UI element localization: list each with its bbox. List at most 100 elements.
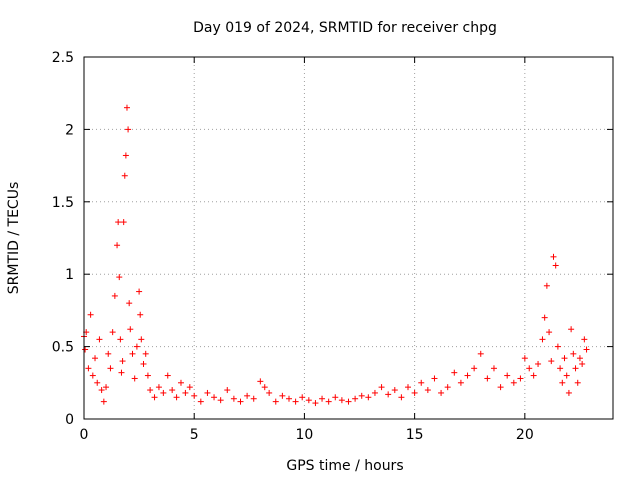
data-point (137, 311, 144, 318)
data-point (257, 378, 264, 385)
data-point (398, 394, 405, 401)
data-point (122, 152, 129, 159)
data-point (127, 326, 134, 333)
data-point (391, 387, 398, 394)
data-point (418, 379, 425, 386)
data-point (98, 387, 105, 394)
data-point (378, 384, 385, 391)
data-point (464, 372, 471, 379)
data-point (272, 398, 279, 405)
data-point (131, 375, 138, 382)
data-point (138, 336, 145, 343)
data-point (177, 379, 184, 386)
data-point (96, 336, 103, 343)
data-point (299, 394, 306, 401)
data-point (142, 350, 149, 357)
data-point (541, 314, 548, 321)
data-point (424, 387, 431, 394)
data-point (338, 397, 345, 404)
x-axis-label: GPS time / hours (286, 458, 403, 474)
data-point (345, 398, 352, 405)
data-point (266, 389, 273, 396)
data-point (136, 288, 143, 295)
data-point (100, 398, 107, 405)
data-point (118, 369, 125, 376)
data-point (358, 392, 365, 399)
data-point (103, 384, 110, 391)
data-point (546, 329, 553, 336)
x-tick-label: 15 (406, 427, 424, 443)
data-point (197, 398, 204, 405)
data-point (559, 379, 566, 386)
data-point (85, 365, 92, 372)
data-point (151, 394, 158, 401)
data-point (164, 372, 171, 379)
data-point (169, 387, 176, 394)
data-point (451, 369, 458, 376)
data-point (484, 375, 491, 382)
y-tick-label: 1.5 (52, 195, 74, 211)
data-point (160, 389, 167, 396)
plot-frame (83, 56, 614, 420)
data-point (431, 375, 438, 382)
chart-title: Day 019 of 2024, SRMTID for receiver chp… (193, 20, 497, 36)
data-point (173, 394, 180, 401)
data-point (504, 372, 511, 379)
data-point (116, 274, 123, 281)
data-point (583, 346, 590, 353)
x-axis-ticks: 0 5 10 15 20 (80, 427, 534, 443)
data-point (438, 389, 445, 396)
data-point (405, 384, 412, 391)
data-point (94, 379, 101, 386)
data-point (548, 358, 555, 365)
data-point (490, 365, 497, 372)
data-point (332, 394, 339, 401)
data-point (147, 387, 154, 394)
data-point (385, 391, 392, 398)
y-tick-label: 2.5 (52, 50, 74, 66)
data-point (204, 389, 211, 396)
data-point (89, 372, 96, 379)
data-point (579, 360, 586, 367)
y-axis-ticks: 0 0.5 1 1.5 2 2.5 (52, 50, 74, 428)
data-point (237, 398, 244, 405)
data-point (107, 365, 114, 372)
data-point (576, 355, 583, 362)
data-point (497, 384, 504, 391)
data-point (411, 389, 418, 396)
data-point (530, 372, 537, 379)
data-point (517, 375, 524, 382)
data-point (250, 395, 257, 402)
data-point (224, 387, 231, 394)
data-point (144, 372, 151, 379)
data-point (125, 126, 132, 133)
data-point (477, 350, 484, 357)
data-point (117, 336, 124, 343)
grid (84, 57, 613, 419)
data-point (292, 398, 299, 405)
data-point (539, 336, 546, 343)
data-point (105, 350, 112, 357)
tick-marks (83, 56, 613, 420)
data-point (574, 379, 581, 386)
data-point (444, 384, 451, 391)
data-point (115, 219, 122, 226)
data-point (543, 282, 550, 289)
data-point (191, 392, 198, 399)
data-point (561, 355, 568, 362)
y-tick-label: 2 (65, 122, 74, 138)
data-points (81, 104, 590, 407)
x-tick-label: 5 (190, 427, 199, 443)
data-point (186, 384, 193, 391)
data-point (572, 365, 579, 372)
data-point (211, 394, 218, 401)
data-point (550, 253, 557, 260)
y-axis-label: SRMTID / TECUs (6, 182, 22, 295)
data-point (123, 104, 130, 111)
x-tick-label: 0 (80, 427, 89, 443)
data-point (129, 350, 136, 357)
data-point (552, 262, 559, 269)
x-tick-label: 10 (296, 427, 314, 443)
